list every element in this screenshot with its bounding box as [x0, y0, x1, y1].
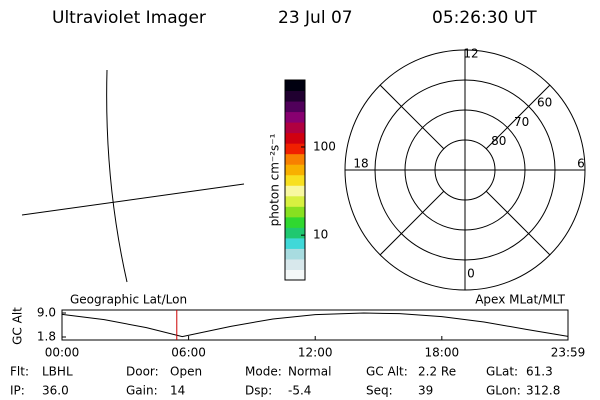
alt-ylabel: GC Alt: [11, 307, 25, 345]
colorbar-cell: [285, 132, 305, 144]
colorbar-cell: [285, 143, 305, 155]
polar-spoke: [485, 190, 551, 256]
alt-right-label: Apex MLat/MLT: [475, 293, 565, 307]
lon-line: [106, 69, 128, 283]
footer-value: 39: [418, 384, 433, 398]
footer-label: GC Alt:: [366, 365, 408, 379]
footer-label: Dsp:: [245, 384, 272, 398]
polar-spoke: [485, 84, 551, 150]
footer-value: 312.8: [526, 384, 560, 398]
footer-label: Gain:: [126, 384, 158, 398]
colorbar-cell: [285, 195, 305, 207]
colorbar-cell: [285, 269, 305, 281]
footer-value: 36.0: [42, 384, 69, 398]
footer-label: Mode:: [245, 365, 282, 379]
colorbar-cell: [285, 237, 305, 249]
alt-xtick-label: 06:00: [171, 346, 206, 360]
title: Ultraviolet Imager: [52, 8, 206, 28]
colorbar-cell: [285, 164, 305, 176]
colorbar-cell: [285, 227, 305, 239]
colorbar-cell: [285, 101, 305, 113]
footer-value: Open: [170, 365, 202, 379]
colorbar-cell: [285, 111, 305, 123]
colorbar-label: photon cm⁻²s⁻¹: [268, 133, 282, 226]
lat-label: 70: [514, 115, 529, 129]
footer-label: Door:: [126, 365, 159, 379]
mlt-label: 6: [577, 157, 585, 171]
alt-line: [61, 312, 569, 338]
colorbar-cell: [285, 248, 305, 260]
footer-label: Flt:: [10, 365, 29, 379]
colorbar-cell: [285, 258, 305, 270]
colorbar-cell: [285, 80, 305, 92]
time: 05:26:30 UT: [432, 8, 537, 28]
lat-label: 80: [491, 134, 506, 148]
alt-xtick-label: 12:00: [298, 346, 333, 360]
colorbar-cell: [285, 90, 305, 102]
lat-ring: [404, 109, 526, 231]
colorbar-cell: [285, 174, 305, 186]
colorbar-frame: [284, 79, 306, 281]
footer-value: 61.3: [526, 365, 553, 379]
footer-label: GLon:: [486, 384, 521, 398]
colorbar-cell: [285, 122, 305, 134]
date: 23 Jul 07: [278, 8, 353, 28]
alt-xtick-label: 23:59: [551, 346, 586, 360]
footer-value: 2.2 Re: [418, 365, 456, 379]
colorbar-cell: [285, 216, 305, 228]
colorbar-cell: [285, 206, 305, 218]
colorbar-cell: [285, 185, 305, 197]
mlt-label: 18: [353, 157, 368, 171]
alt-ytick-label: 9.0: [37, 306, 56, 320]
alt-ytick-label: 1.8: [37, 330, 56, 344]
polar-spoke: [379, 84, 445, 150]
colorbar-cell: [285, 153, 305, 165]
footer-label: Seq:: [366, 384, 393, 398]
colorbar-tick-label: 10: [313, 228, 328, 242]
alt-left-label: Geographic Lat/Lon: [70, 293, 187, 307]
lat-label: 60: [537, 96, 552, 110]
mlt-label: 0: [467, 267, 475, 281]
colorbar-tick-label: 100: [313, 139, 336, 153]
mlt-label: 12: [463, 47, 478, 61]
footer-value: LBHL: [42, 365, 73, 379]
footer-value: -5.4: [288, 384, 311, 398]
footer-value: 14: [170, 384, 185, 398]
alt-xtick-label: 00:00: [45, 346, 80, 360]
footer-label: GLat:: [486, 365, 518, 379]
polar-spoke: [379, 190, 445, 256]
footer-value: Normal: [288, 365, 331, 379]
alt-xtick-label: 18:00: [425, 346, 460, 360]
lat-ring: [434, 139, 496, 201]
footer-label: IP:: [10, 384, 25, 398]
lat-ring: [374, 79, 556, 261]
lat-line: [21, 183, 245, 216]
